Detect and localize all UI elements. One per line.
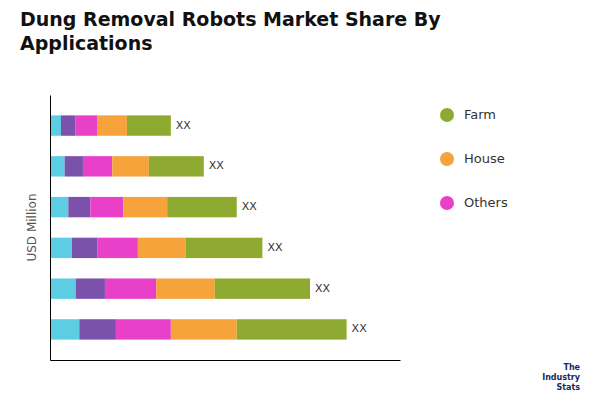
bar-segment — [112, 156, 149, 176]
bar-segment — [167, 197, 237, 217]
bar-segment — [72, 238, 98, 258]
legend-swatch — [440, 152, 454, 166]
bar-segment — [76, 278, 105, 298]
end-label: XX — [315, 282, 331, 295]
bar-segment — [50, 319, 79, 339]
legend-item: Farm — [440, 107, 496, 123]
bar-segment — [79, 319, 116, 339]
bar-segment — [185, 238, 262, 258]
bar-segment — [50, 115, 61, 135]
bar-segment — [50, 278, 76, 298]
bar-segment — [123, 197, 167, 217]
legend-item: Others — [440, 195, 508, 211]
bars — [50, 115, 347, 339]
bar-segment — [156, 278, 215, 298]
bar-segment — [65, 156, 83, 176]
chart: Dung Removal Robots Market Share ByAppli… — [0, 0, 600, 400]
watermark: TheIndustryStats — [542, 363, 581, 392]
end-label: XX — [267, 241, 283, 254]
bar-segment — [90, 197, 123, 217]
legend-label: Others — [464, 195, 508, 210]
legend-swatch — [440, 196, 454, 210]
legend: Farm House Others — [440, 107, 508, 211]
end-label: XX — [209, 159, 225, 172]
x-axis-line — [51, 360, 401, 361]
bar-segment — [68, 197, 90, 217]
end-label: XX — [242, 200, 258, 213]
y-axis — [50, 96, 51, 361]
bar-segment — [98, 238, 138, 258]
legend-label: Farm — [464, 107, 496, 122]
bar-segment — [171, 319, 237, 339]
bar-segment — [83, 156, 112, 176]
bar-segment — [215, 278, 310, 298]
bar-segment — [61, 115, 76, 135]
bar-segment — [50, 238, 72, 258]
plot: XX XX XX XX XX XX — [50, 96, 401, 361]
end-label: XX — [352, 322, 368, 335]
bar-segment — [50, 197, 68, 217]
end-label: XX — [176, 119, 192, 132]
title: Dung Removal Robots Market Share ByAppli… — [20, 8, 441, 54]
legend-label: House — [464, 151, 505, 166]
bar-segment — [105, 278, 156, 298]
y-axis-line — [50, 96, 51, 361]
bar-segment — [127, 115, 171, 135]
bar-segment — [237, 319, 347, 339]
y-axis-label: USD Million — [25, 193, 39, 261]
bar-segment — [116, 319, 171, 339]
bar-segment — [98, 115, 127, 135]
bar-segment — [50, 156, 65, 176]
bar-segment — [138, 238, 186, 258]
legend-swatch — [440, 108, 454, 122]
bar-segment — [76, 115, 98, 135]
x-axis — [51, 360, 401, 361]
bar-segment — [149, 156, 204, 176]
legend-item: House — [440, 151, 505, 167]
